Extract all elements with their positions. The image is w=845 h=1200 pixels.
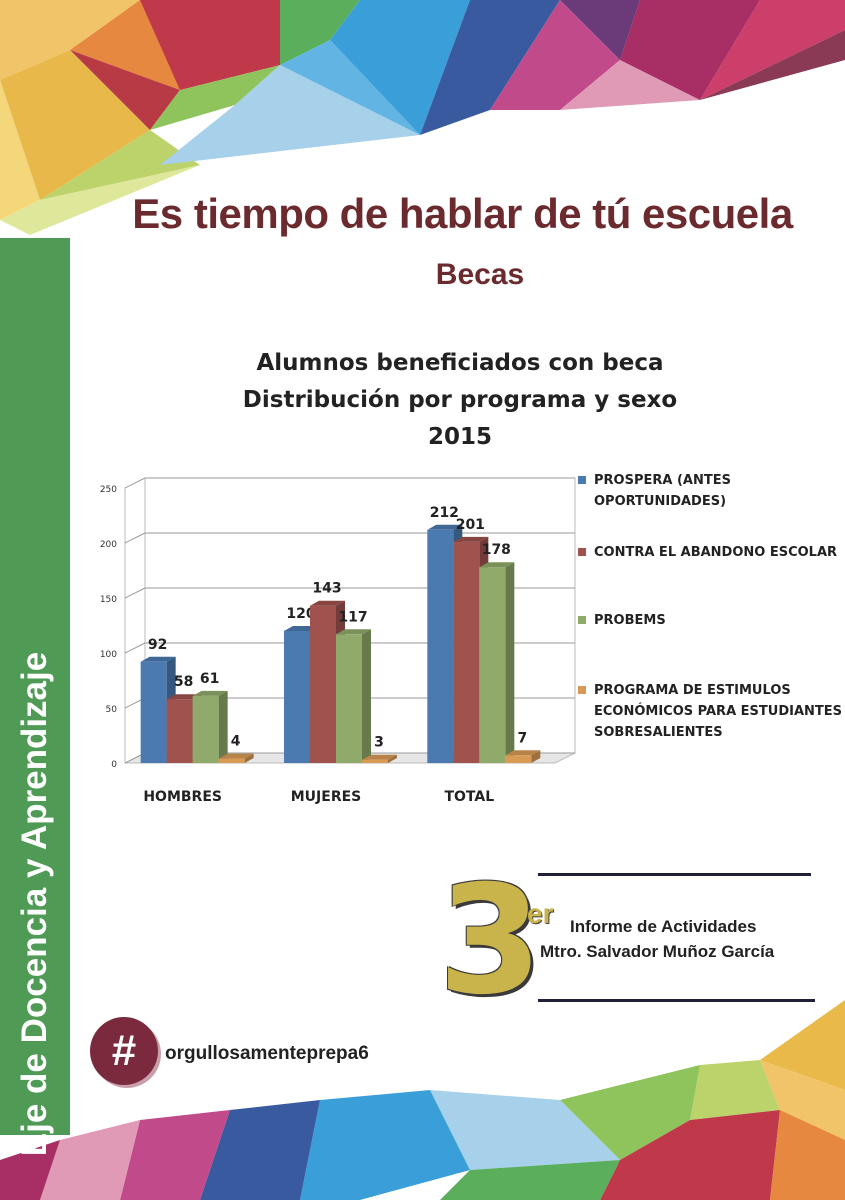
bar-side	[362, 629, 371, 763]
bar-front	[336, 634, 362, 763]
bar-side	[218, 690, 228, 763]
category-label: HOMBRES	[143, 789, 222, 805]
y-tick-label: 50	[106, 705, 118, 715]
bar	[505, 750, 541, 763]
bar-front	[362, 759, 388, 763]
legend-label: PROGRAMA DE ESTIMULOS ECONÓMICOS PARA ES…	[594, 683, 842, 740]
bar-side	[505, 562, 515, 763]
data-label: 61	[200, 671, 219, 687]
report-title: Informe de Actividades	[570, 917, 757, 936]
legend-label: PROSPERA (ANTES OPORTUNIDADES)	[594, 473, 731, 509]
bar-front	[479, 567, 506, 763]
bar-front	[140, 661, 167, 763]
legend-swatch	[578, 616, 586, 624]
data-label: 92	[148, 637, 167, 653]
data-label: 120	[286, 606, 315, 622]
data-label: 3	[374, 735, 384, 751]
bar-front	[453, 541, 480, 763]
bar-top	[427, 524, 463, 530]
data-label: 4	[231, 734, 241, 750]
chart-title-line-1: Alumnos beneficiados con beca	[256, 350, 664, 376]
gridline-depth	[124, 587, 146, 599]
legend-swatch	[578, 476, 586, 484]
y-tick-label: 200	[100, 540, 117, 550]
bar-top	[362, 754, 397, 760]
category-label: TOTAL	[444, 789, 494, 805]
bar-top	[310, 600, 345, 606]
legend-swatch	[578, 686, 586, 694]
bar-side	[244, 753, 254, 763]
hashtag-text: orgullosamenteprepa6	[165, 1043, 369, 1064]
y-tick-label: 250	[100, 485, 117, 495]
bar-top	[218, 753, 254, 759]
gridline-depth	[124, 642, 146, 654]
bar	[479, 562, 515, 763]
data-label: 143	[312, 581, 341, 597]
bar-front	[310, 605, 336, 763]
top-decoration	[0, 0, 845, 235]
bar-front	[166, 699, 193, 763]
bar-top	[453, 536, 489, 542]
hash-symbol: #	[111, 1026, 137, 1075]
bar-front	[427, 529, 454, 763]
legend-swatch	[578, 548, 586, 556]
bar-top	[479, 562, 515, 568]
y-tick-label: 0	[111, 760, 117, 770]
page-title: Es tiempo de hablar de tú escuela	[132, 190, 793, 237]
bar	[218, 753, 254, 763]
legend-label: PROBEMS	[594, 613, 666, 628]
data-label: 58	[174, 674, 193, 690]
gridline-depth	[124, 477, 146, 489]
bar	[336, 629, 371, 763]
bar-chart: 0 50 100 150 200 250 92 58 61 4 HOMBRES 120 143 117 3 M…	[100, 477, 576, 805]
sidebar-label: Eje de Docencia y Aprendizaje	[15, 651, 54, 1157]
bar-top	[140, 656, 176, 662]
report-ordinal-suffix: er	[527, 898, 554, 929]
y-tick-label: 100	[100, 650, 117, 660]
page-subtitle: Becas	[435, 258, 525, 291]
report-divider-bottom	[538, 999, 815, 1002]
bar-top	[336, 629, 371, 635]
bar-top	[192, 690, 228, 696]
sidebar: Eje de Docencia y Aprendizaje	[0, 238, 70, 1156]
bar-front	[505, 755, 532, 763]
bar-side	[388, 754, 397, 763]
gridline-depth	[124, 532, 146, 544]
chart-title-line-3: 2015	[427, 424, 492, 450]
data-label: 178	[482, 542, 511, 558]
data-label: 201	[456, 517, 485, 533]
bar-side	[531, 750, 541, 763]
hashtag-icon: #	[90, 1017, 158, 1085]
category-label: MUJERES	[291, 789, 362, 805]
data-label: 212	[430, 505, 459, 521]
bar-top	[505, 750, 541, 756]
chart-title: Alumnos beneficiados con beca Distribuci…	[190, 345, 730, 456]
bar-front	[284, 631, 310, 763]
data-label: 117	[338, 609, 367, 625]
bar	[192, 690, 228, 763]
chart-title-line-2: Distribución por programa y sexo	[242, 387, 678, 413]
bar-front	[218, 758, 245, 763]
data-label: 7	[517, 730, 527, 746]
legend-label: CONTRA EL ABANDONO ESCOLAR	[594, 545, 838, 560]
report-divider-top	[538, 873, 811, 876]
bar-front	[192, 695, 219, 763]
y-tick-label: 150	[100, 595, 117, 605]
report-number: 3	[438, 854, 543, 1028]
bar	[362, 754, 397, 763]
report-author: Mtro. Salvador Muñoz García	[540, 942, 775, 961]
